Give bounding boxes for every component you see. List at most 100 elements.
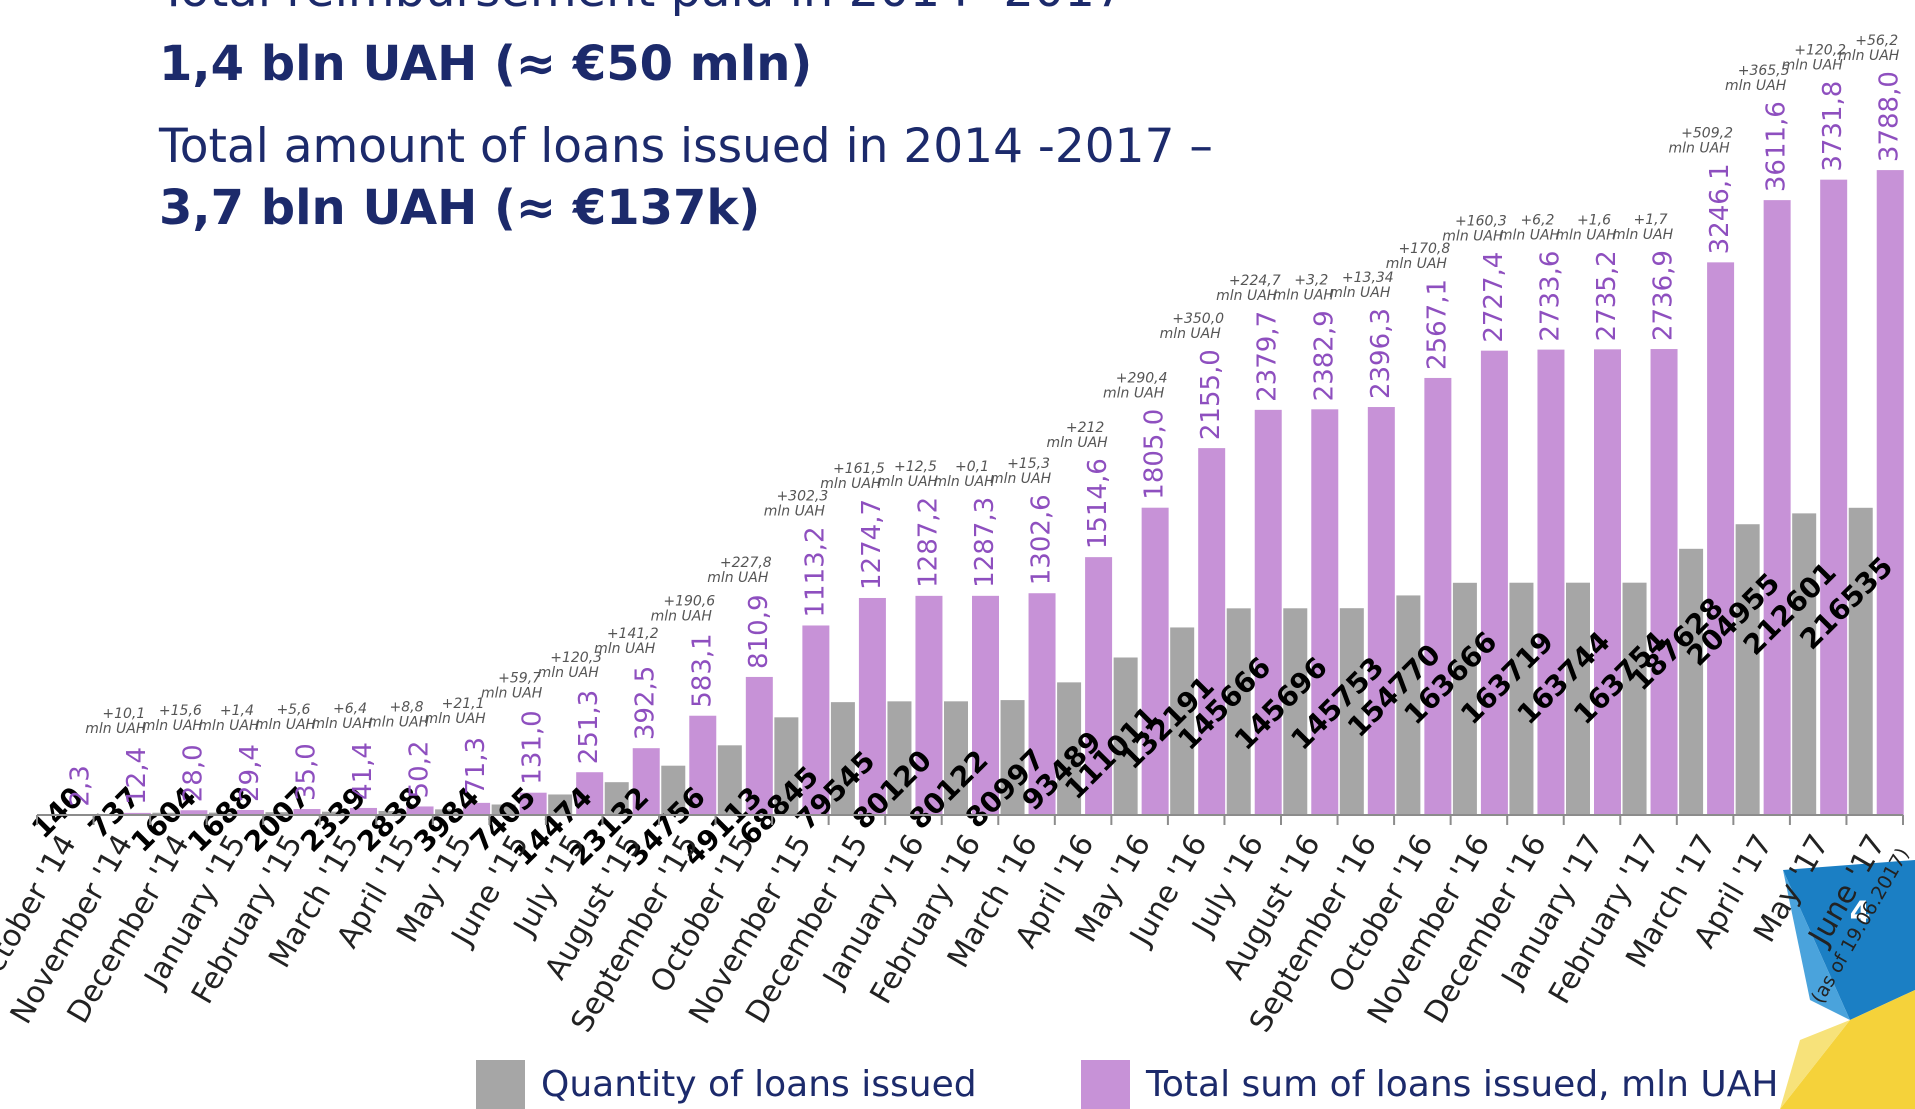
- increment-unit: mln UAH: [1103, 386, 1165, 402]
- increment-label: +12,5: [894, 459, 937, 475]
- increment-label: +6,2: [1520, 213, 1554, 229]
- increment-label: +3,2: [1294, 272, 1328, 288]
- increment-unit: mln UAH: [877, 474, 939, 490]
- increment-unit: mln UAH: [651, 609, 713, 625]
- bar: [1679, 549, 1703, 815]
- increment-unit: mln UAH: [594, 641, 656, 657]
- data-label: 50,2: [405, 741, 435, 799]
- bar: [1424, 378, 1451, 815]
- data-label: 3731,8: [1818, 81, 1848, 172]
- increment-unit: mln UAH: [1838, 48, 1900, 64]
- increment-unit: mln UAH: [707, 570, 769, 586]
- legend-label: Quantity of loans issued: [541, 1064, 977, 1105]
- increment-label: +350,0: [1172, 311, 1224, 327]
- increment-unit: mln UAH: [1725, 78, 1787, 94]
- bar: [1736, 524, 1760, 815]
- data-label: 131,0: [518, 710, 548, 784]
- increment-unit: mln UAH: [1555, 227, 1617, 243]
- data-label: 1287,3: [970, 497, 1000, 588]
- bar: [1198, 448, 1225, 815]
- increment-label: +15,3: [1007, 456, 1050, 472]
- increment-label: +10,1: [102, 706, 145, 722]
- increment-label: +21,1: [442, 696, 485, 712]
- subtitle-value: 3,7 bln UAH (≈ €137k): [159, 180, 760, 236]
- data-label: 1113,2: [800, 526, 830, 617]
- increment-label: +0,1: [955, 459, 989, 475]
- bar: [1820, 180, 1847, 815]
- legend-label: Total sum of loans issued, mln UAH: [1145, 1064, 1778, 1105]
- increment-unit: mln UAH: [820, 476, 882, 492]
- data-label: 2379,7: [1253, 311, 1283, 402]
- increment-label: +15,6: [159, 703, 202, 719]
- bar: [1877, 170, 1904, 815]
- increment-unit: mln UAH: [142, 718, 204, 734]
- bar: [1311, 409, 1338, 815]
- data-label: 251,3: [574, 690, 604, 764]
- title-value: 1,4 bln UAH (≈ €50 mln): [159, 36, 812, 92]
- data-label: 392,5: [631, 666, 661, 740]
- increment-label: +509,2: [1681, 125, 1733, 141]
- bar: [1707, 262, 1734, 815]
- increment-unit: mln UAH: [1386, 256, 1448, 272]
- data-label: 3788,0: [1875, 71, 1905, 162]
- data-label: 41,4: [348, 742, 378, 800]
- legend-swatch: [1081, 1060, 1130, 1109]
- increment-unit: mln UAH: [1782, 58, 1844, 74]
- increment-label: +56,2: [1855, 33, 1898, 49]
- increment-unit: mln UAH: [1160, 326, 1222, 342]
- bar: [1623, 583, 1647, 815]
- increment-label: +1,6: [1577, 212, 1611, 228]
- bar: [1255, 410, 1282, 815]
- data-label: 1302,6: [1027, 494, 1057, 585]
- increment-label: +1,4: [220, 703, 254, 719]
- increment-label: +59,7: [498, 671, 541, 687]
- chart: 4 Total reimbursement paid in 2014 -2017…: [0, 0, 1915, 1109]
- increment-unit: mln UAH: [255, 717, 317, 733]
- data-label: 28,0: [178, 744, 208, 802]
- data-label: 1287,2: [913, 497, 943, 588]
- increment-unit: mln UAH: [1499, 228, 1561, 244]
- data-label: 2736,9: [1649, 250, 1679, 341]
- data-label: 2,3: [65, 765, 95, 806]
- data-label: 1274,7: [857, 499, 887, 590]
- title: Total reimbursement paid in 2014 -2017: [158, 0, 1125, 18]
- increment-unit: mln UAH: [1442, 229, 1504, 245]
- data-label: 583,1: [687, 633, 717, 707]
- data-label: 2567,1: [1422, 279, 1452, 370]
- increment-unit: mln UAH: [1046, 435, 1108, 451]
- increment-unit: mln UAH: [1668, 140, 1730, 156]
- legend-swatch: [476, 1060, 525, 1109]
- data-label: 2727,4: [1479, 252, 1509, 343]
- increment-unit: mln UAH: [990, 471, 1052, 487]
- bar: [1368, 407, 1395, 815]
- increment-unit: mln UAH: [368, 714, 430, 730]
- bar: [1537, 350, 1564, 815]
- increment-unit: mln UAH: [85, 721, 147, 737]
- increment-unit: mln UAH: [1612, 227, 1674, 243]
- data-label: 29,4: [235, 744, 265, 802]
- bar: [1142, 508, 1169, 815]
- data-label: 71,3: [461, 737, 491, 795]
- data-label: 810,9: [744, 595, 774, 669]
- increment-label: +141,2: [607, 626, 659, 642]
- increment-label: +227,8: [720, 555, 772, 571]
- increment-label: +290,4: [1116, 371, 1168, 387]
- data-label: 2733,6: [1535, 251, 1565, 342]
- increment-unit: mln UAH: [1329, 285, 1391, 301]
- data-label: 2382,9: [1309, 310, 1339, 401]
- increment-label: +1,7: [1634, 212, 1668, 228]
- increment-unit: mln UAH: [1273, 287, 1335, 303]
- bar: [1481, 351, 1508, 815]
- bar: [1849, 508, 1873, 815]
- increment-unit: mln UAH: [764, 503, 826, 519]
- data-label: 3611,6: [1762, 101, 1792, 192]
- bar: [1651, 349, 1678, 815]
- bar: [1764, 200, 1791, 815]
- data-label: 3246,1: [1705, 163, 1735, 254]
- bar: [1594, 349, 1621, 815]
- increment-unit: mln UAH: [933, 474, 995, 490]
- data-label: 2396,3: [1366, 308, 1396, 399]
- increment-unit: mln UAH: [198, 718, 260, 734]
- increment-label: +212: [1066, 420, 1105, 436]
- increment-label: +6,4: [333, 701, 367, 717]
